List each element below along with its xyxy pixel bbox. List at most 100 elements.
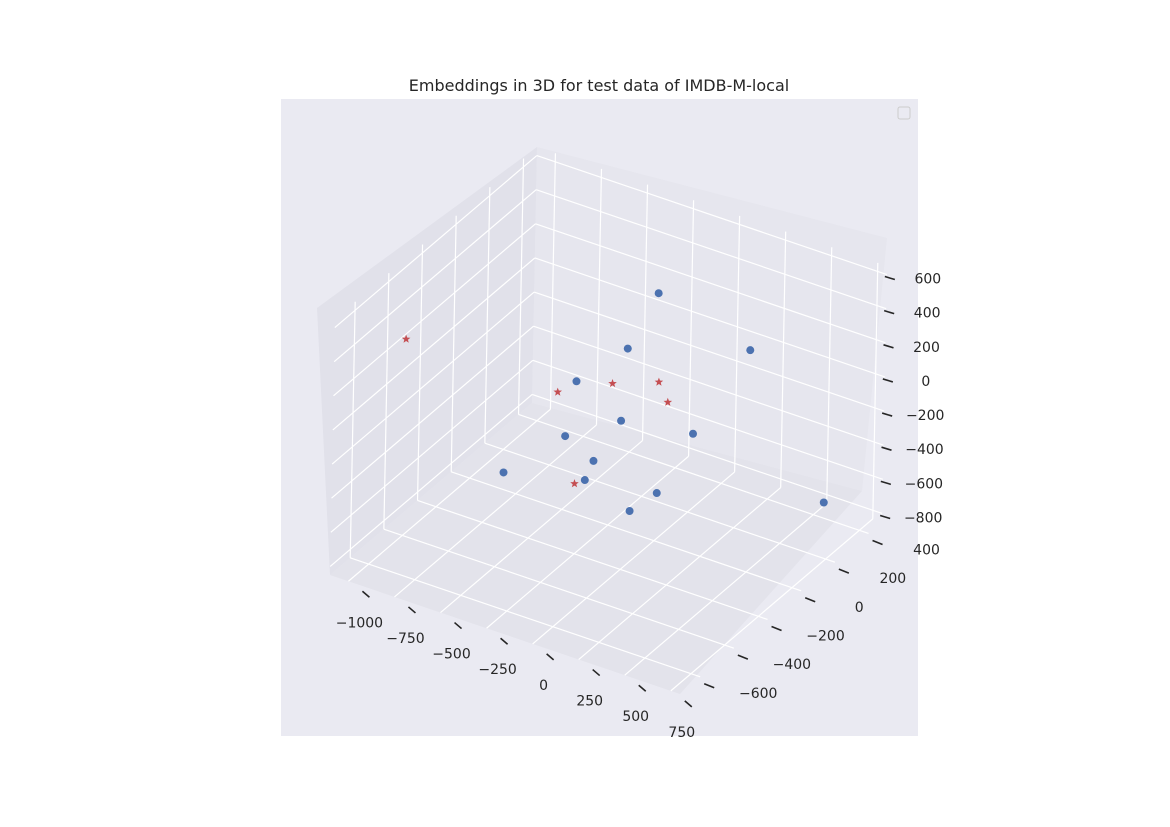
- grid-line-x-floor: [670, 518, 874, 692]
- z-tick-label: 0: [921, 374, 930, 390]
- grid-line-z-side: [334, 155, 538, 328]
- y-axis-ticks: −600 −400 −200 0 200 400: [703, 539, 940, 702]
- legend-box: [897, 106, 911, 120]
- grid-line-z-back: [533, 325, 884, 446]
- data-points: [401, 289, 828, 515]
- grid-line-z-back: [531, 393, 883, 515]
- chart-title: Embeddings in 3D for test data of IMDB-M…: [409, 76, 789, 95]
- data-point-circle: [499, 468, 508, 477]
- x-tick-label: −500: [432, 647, 470, 663]
- data-point-circle: [561, 432, 570, 441]
- grid-line-z-side: [332, 257, 536, 431]
- data-point-circle: [589, 456, 598, 465]
- grid-line-x-floor: [348, 408, 551, 582]
- z-tick-mark: [884, 275, 896, 281]
- grid-line-z-back: [535, 223, 886, 344]
- x-tick-mark: [361, 590, 370, 598]
- data-point-circle: [654, 289, 663, 298]
- grid-line-y-floor: [350, 557, 701, 678]
- data-point-circle: [819, 498, 828, 507]
- z-tick-label: −800: [904, 510, 942, 526]
- x-tick-label: −750: [386, 631, 424, 647]
- x-tick-label: 250: [576, 694, 603, 710]
- z-tick-mark: [882, 378, 894, 383]
- z-tick-mark: [880, 480, 892, 486]
- grid-line-z-side: [329, 394, 533, 567]
- grid-line-y-floor: [518, 413, 869, 535]
- grid-line-z-side: [333, 223, 536, 397]
- x-tick-label: 0: [539, 678, 548, 694]
- data-point-circle: [572, 377, 581, 386]
- data-point-star: [654, 377, 664, 386]
- grid-line-z-back: [532, 359, 884, 480]
- side-pane: [317, 147, 537, 575]
- data-point-circle: [689, 429, 698, 438]
- y-tick-mark: [804, 597, 816, 603]
- x-tick-label: 750: [668, 725, 695, 741]
- z-tick-mark: [881, 446, 892, 451]
- x-tick-mark: [546, 653, 555, 661]
- data-point-circle: [580, 476, 589, 485]
- data-point-circle: [617, 416, 626, 425]
- y-tick-label: −400: [773, 657, 811, 673]
- x-tick-label: 500: [622, 709, 649, 725]
- y-tick-label: −200: [806, 628, 844, 644]
- data-point-star: [608, 379, 617, 388]
- z-tick-mark: [883, 309, 895, 315]
- data-point-circle: [623, 344, 632, 353]
- grid-line-x-floor: [578, 487, 782, 661]
- y-tick-mark: [703, 683, 715, 689]
- grid-lines: [329, 153, 888, 692]
- x-tick-mark: [454, 621, 463, 630]
- data-point-star: [401, 334, 411, 343]
- grid-line-y-floor: [383, 528, 735, 649]
- data-point-star: [663, 397, 673, 406]
- z-axis-ticks: −800 −600 −400 −200 0 200 400 600: [879, 272, 944, 526]
- z-tick-label: 400: [914, 306, 941, 322]
- grid-line-x-floor: [532, 471, 736, 645]
- data-point-star: [570, 479, 579, 488]
- z-tick-label: 200: [913, 340, 940, 356]
- grid-line-z-back: [533, 291, 885, 412]
- back-pane: [532, 147, 887, 491]
- z-tick-mark: [881, 412, 893, 417]
- z-tick-mark: [879, 514, 891, 520]
- y-tick-mark: [872, 539, 883, 546]
- y-tick-mark: [737, 654, 749, 660]
- grid-line-z-back: [534, 257, 886, 378]
- data-point-circle: [625, 506, 634, 515]
- y-tick-label: 400: [913, 542, 940, 558]
- z-tick-label: −400: [905, 442, 943, 458]
- x-tick-label: −1000: [336, 615, 383, 631]
- grid-line-y-floor: [484, 442, 836, 563]
- grid-line-x-floor: [624, 502, 828, 676]
- data-point-circle: [746, 346, 755, 355]
- y-tick-mark: [838, 568, 850, 574]
- grid-line-z-back: [536, 154, 888, 276]
- x-tick-mark: [592, 668, 601, 677]
- grid-line-z-side: [333, 189, 537, 363]
- x-axis-ticks: −1000−750 −500 −250 0 250 500 750: [336, 590, 695, 741]
- z-tick-label: 600: [914, 272, 941, 288]
- x-tick-label: −250: [478, 662, 516, 678]
- grid-line-z-side: [331, 291, 535, 465]
- x-tick-mark: [407, 606, 416, 614]
- grid-line-z-side: [330, 359, 534, 533]
- z-tick-label: −600: [905, 476, 943, 492]
- grid-line-z-side: [331, 325, 534, 499]
- y-tick-mark: [771, 625, 782, 632]
- z-tick-mark: [883, 344, 894, 349]
- z-tick-label: −200: [906, 408, 944, 424]
- data-point-circle: [652, 489, 661, 498]
- x-tick-mark: [638, 684, 647, 692]
- data-point-star: [553, 387, 563, 396]
- grid-line-z-back: [535, 189, 887, 310]
- y-tick-label: 200: [879, 571, 906, 587]
- x-tick-mark: [500, 637, 509, 645]
- grid-line-x-floor: [486, 455, 689, 629]
- x-tick-mark: [684, 700, 693, 708]
- grid-line-x-floor: [394, 424, 597, 598]
- y-tick-label: 0: [855, 600, 864, 616]
- y-tick-label: −600: [739, 686, 777, 702]
